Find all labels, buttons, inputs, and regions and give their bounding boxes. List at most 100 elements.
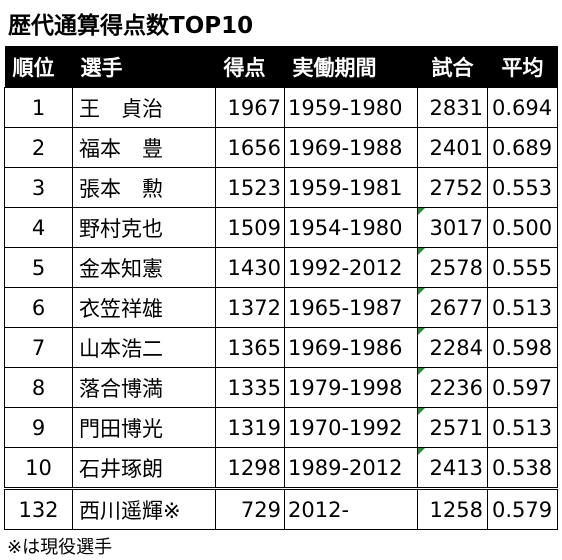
player-cell: 門田博光	[72, 407, 216, 448]
points-cell-text: 1509	[227, 215, 281, 240]
cell-comment-marker-icon	[418, 248, 425, 255]
player-cell-text: 落合博満	[79, 376, 163, 401]
cell-comment-marker-icon	[418, 288, 425, 295]
average-cell: 0.598	[487, 327, 558, 368]
cell-comment-marker-icon	[418, 208, 425, 215]
games-cell: 2236	[417, 367, 488, 408]
rank-cell-text: 7	[31, 335, 46, 360]
rank-cell: 10	[4, 447, 73, 489]
games-cell: 2831	[417, 87, 488, 128]
points-cell-text: 1319	[227, 415, 281, 440]
points-cell: 1365	[215, 327, 285, 368]
player-cell: 野村克也	[72, 207, 216, 248]
rank-cell-text: 132	[18, 497, 59, 522]
period-cell-text: 2012-	[288, 497, 350, 522]
table-row: 5 金本知憲 1430 1992-2012 2578 0.555	[4, 247, 558, 288]
games-cell: 1258	[417, 487, 488, 530]
games-cell-text: 2578	[429, 255, 483, 280]
points-cell: 729	[215, 487, 285, 530]
player-cell: 山本浩二	[72, 327, 216, 368]
rank-cell: 132	[4, 487, 73, 530]
cell-comment-marker-icon	[418, 448, 425, 455]
games-cell-text: 2413	[429, 455, 483, 480]
average-cell: 0.513	[487, 287, 558, 328]
points-cell: 1335	[215, 367, 285, 408]
period-cell: 1992-2012	[284, 247, 418, 288]
points-cell-text: 1656	[227, 135, 281, 160]
average-cell-text: 0.553	[492, 175, 553, 200]
average-cell: 0.500	[487, 207, 558, 248]
average-cell: 0.538	[487, 447, 558, 489]
player-cell: 落合博満	[72, 367, 216, 408]
average-cell-text: 0.597	[492, 375, 553, 400]
games-cell-text: 3017	[429, 215, 483, 240]
period-cell-text: 1959-1981	[288, 175, 403, 200]
player-cell-text: 野村克也	[79, 216, 163, 241]
points-cell-text: 729	[240, 497, 281, 522]
rank-cell: 8	[4, 367, 73, 408]
points-cell-text: 1298	[227, 455, 281, 480]
games-cell-text: 2752	[429, 175, 483, 200]
table-row: 3 張本 勲 1523 1959-1981 2752 0.553	[4, 167, 558, 208]
average-cell: 0.579	[487, 487, 558, 530]
table-row: 10 石井琢朗 1298 1989-2012 2413 0.538	[4, 447, 558, 489]
average-cell: 0.555	[487, 247, 558, 288]
header-row: 順位 選手 得点 実働期間 試合 平均	[4, 46, 558, 88]
page-title: 歴代通算得点数TOP10	[8, 13, 254, 39]
games-cell-text: 2236	[429, 375, 483, 400]
player-cell-text: 山本浩二	[79, 336, 163, 361]
rank-cell: 3	[4, 167, 73, 208]
header-player: 選手	[72, 46, 216, 88]
points-cell: 1509	[215, 207, 285, 248]
period-cell-text: 1959-1980	[288, 95, 403, 120]
player-cell-text: 衣笠祥雄	[79, 296, 163, 321]
player-cell: 福本 豊	[72, 127, 216, 168]
period-cell-text: 1969-1986	[288, 335, 403, 360]
rank-cell-text: 10	[25, 455, 52, 480]
period-cell: 1969-1988	[284, 127, 418, 168]
player-cell-text: 金本知憲	[79, 256, 163, 281]
points-cell-text: 1365	[227, 335, 281, 360]
average-cell-text: 0.538	[492, 455, 553, 480]
table-row: 4 野村克也 1509 1954-1980 3017 0.500	[4, 207, 558, 248]
rank-cell: 2	[4, 127, 73, 168]
player-cell-text: 王 貞治	[79, 96, 163, 121]
average-cell: 0.553	[487, 167, 558, 208]
points-cell: 1523	[215, 167, 285, 208]
player-cell-text: 石井琢朗	[79, 456, 163, 481]
games-cell-text: 1258	[429, 497, 483, 522]
player-cell: 石井琢朗	[72, 447, 216, 489]
header-points: 得点	[215, 46, 285, 88]
period-cell: 1970-1992	[284, 407, 418, 448]
games-cell-text: 2284	[429, 335, 483, 360]
games-cell: 2401	[417, 127, 488, 168]
table-row: 1 王 貞治 1967 1959-1980 2831 0.694	[4, 87, 558, 128]
rank-cell: 7	[4, 327, 73, 368]
table-row: 8 落合博満 1335 1979-1998 2236 0.597	[4, 367, 558, 408]
player-cell: 張本 勲	[72, 167, 216, 208]
average-cell-text: 0.579	[492, 497, 553, 522]
rank-cell-text: 6	[31, 295, 46, 320]
header-period: 実働期間	[284, 46, 418, 88]
header-rank: 順位	[4, 46, 73, 88]
rank-cell-text: 8	[31, 375, 46, 400]
table-row: 9 門田博光 1319 1970-1992 2571 0.513	[4, 407, 558, 448]
games-cell: 2284	[417, 327, 488, 368]
table-row-current-player: 132 西川遥輝※ 729 2012- 1258 0.579	[4, 487, 558, 530]
table-row: 2 福本 豊 1656 1969-1988 2401 0.689	[4, 127, 558, 168]
games-cell: 2578	[417, 247, 488, 288]
points-cell-text: 1523	[227, 175, 281, 200]
table-body: 1 王 貞治 1967 1959-1980 2831 0.694 2 福本 豊 1656 1969…	[4, 87, 558, 530]
rank-cell: 6	[4, 287, 73, 328]
period-cell: 1969-1986	[284, 327, 418, 368]
average-cell-text: 0.513	[492, 415, 553, 440]
rank-cell-text: 4	[31, 215, 46, 240]
player-cell-text: 西川遥輝※	[79, 498, 181, 523]
rank-cell-text: 9	[31, 415, 46, 440]
rank-cell: 5	[4, 247, 73, 288]
period-cell: 1959-1980	[284, 87, 418, 128]
average-cell: 0.597	[487, 367, 558, 408]
games-cell: 2571	[417, 407, 488, 448]
points-cell-text: 1335	[227, 375, 281, 400]
